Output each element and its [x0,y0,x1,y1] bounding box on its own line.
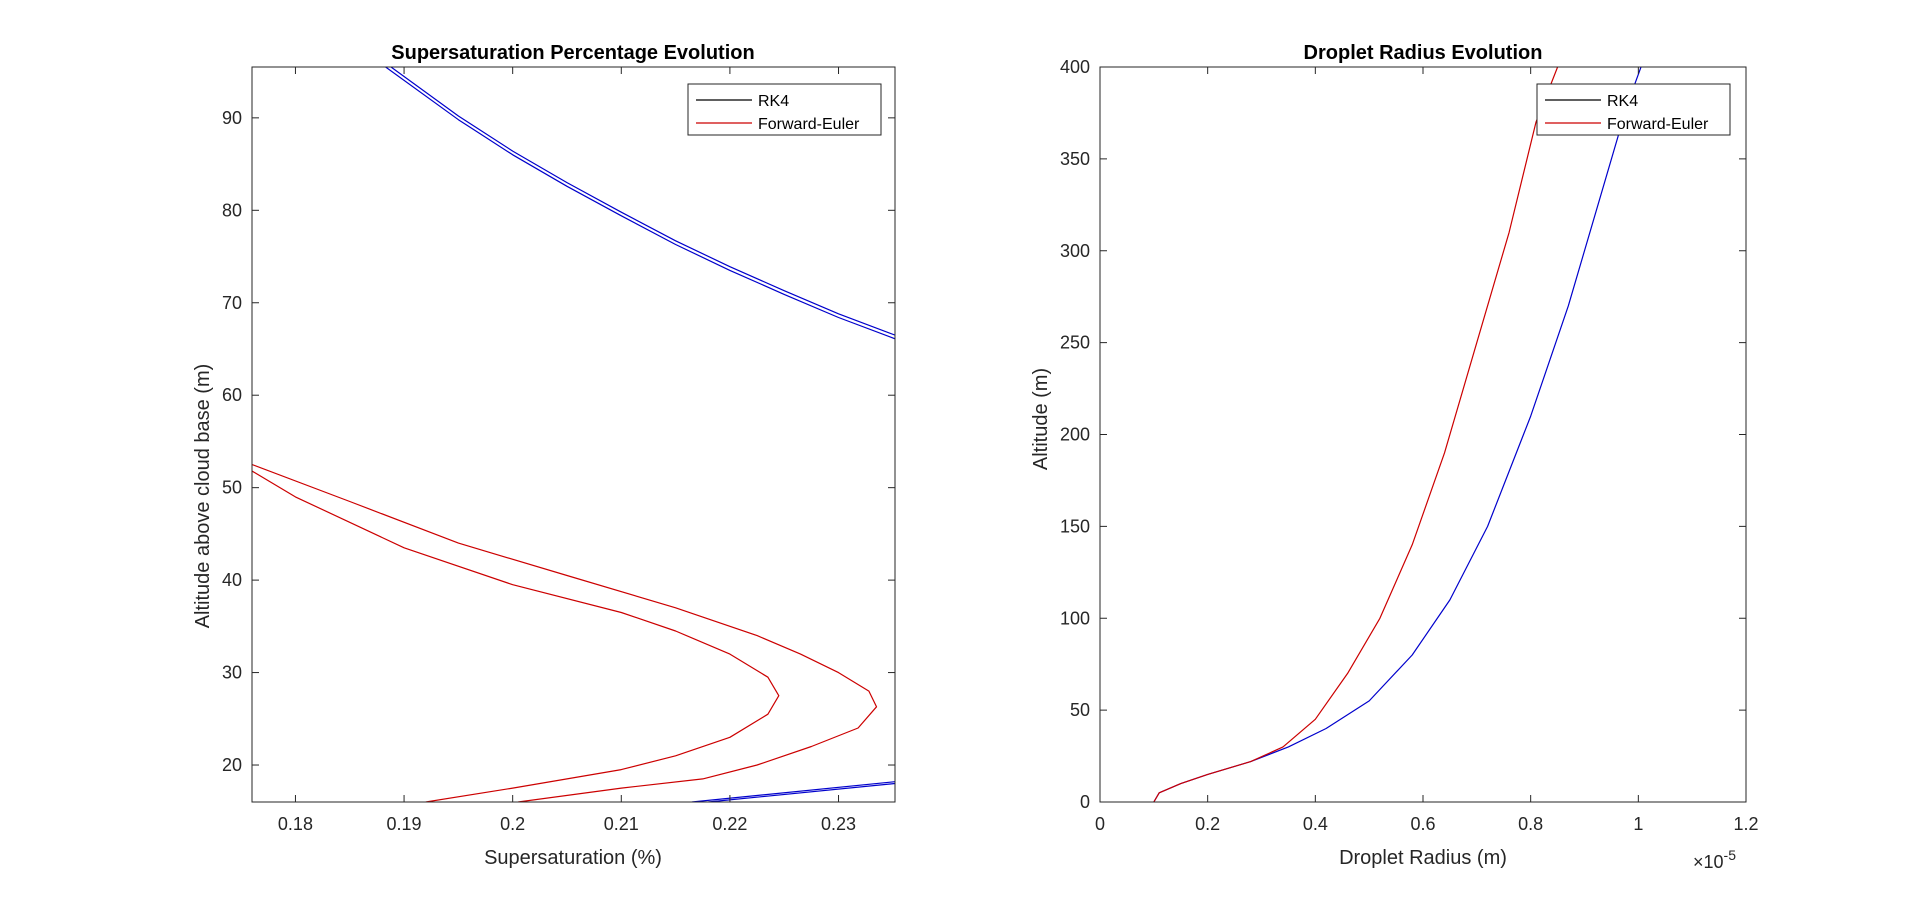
y-tick-label: 50 [1070,700,1090,720]
y-tick-label: 50 [222,478,242,498]
chart-title: Droplet Radius Evolution [1304,42,1543,64]
legend-label-forward-euler: Forward-Euler [1607,116,1709,133]
droplet-radius-axes: Droplet Radius Evolution RK4 Forward-Eul… [1030,42,1759,872]
x-tick-label: 0.6 [1410,814,1435,834]
x-tick-label: 0.23 [821,814,856,834]
x-tick-label: 1.2 [1733,814,1758,834]
x-axis-label: Droplet Radius (m) [1339,847,1507,869]
legend: RK4 Forward-Euler [687,83,882,136]
x-axis-exponent-power: -5 [1724,847,1737,863]
y-tick-label: 90 [222,108,242,128]
x-tick-label: 0.2 [500,814,525,834]
y-ticks: 0 50 100 150 200 250 300 350 400 [1060,57,1746,812]
supersaturation-axes: Supersaturation Percentage Evolution RK4… [192,42,896,869]
y-tick-label: 30 [222,663,242,683]
legend-label-rk4: RK4 [1607,93,1638,110]
x-ticks: 0 0.2 0.4 0.6 0.8 1 1.2 [1095,67,1759,834]
chart-title: Supersaturation Percentage Evolution [391,42,754,64]
legend-label-rk4: RK4 [758,93,789,110]
x-tick-label: 0.19 [387,814,422,834]
x-axis-exponent-base: ×10 [1693,852,1724,872]
y-tick-label: 100 [1060,608,1090,628]
x-tick-label: 0.21 [604,814,639,834]
x-ticks: 0.18 0.19 0.2 0.21 0.22 0.23 [278,67,856,834]
series-group [252,67,895,802]
x-tick-label: 0.18 [278,814,313,834]
x-tick-label: 0.4 [1303,814,1328,834]
series-group [1153,67,1642,802]
y-tick-label: 300 [1060,241,1090,261]
x-tick-label: 1 [1633,814,1643,834]
axes-frame [251,66,896,803]
series-line-1 [1153,67,1559,802]
axes-frame [1099,66,1747,803]
series-line-0 [385,67,895,340]
series-line-4 [252,470,780,802]
x-tick-label: 0.22 [712,814,747,834]
y-tick-label: 350 [1060,149,1090,169]
y-tick-label: 200 [1060,425,1090,445]
plot-area [1099,66,1747,803]
series-line-5 [252,463,878,802]
y-tick-label: 40 [222,570,242,590]
legend-box [687,83,882,136]
y-tick-label: 400 [1060,57,1090,77]
x-tick-label: 0.2 [1195,814,1220,834]
y-tick-label: 0 [1080,792,1090,812]
x-axis-exponent: ×10-5 [1693,847,1736,872]
y-ticks: 20 30 40 50 60 70 80 90 [222,108,895,775]
legend-label-forward-euler: Forward-Euler [758,116,860,133]
x-axis-label: Supersaturation (%) [484,847,662,869]
series-line-0 [1153,67,1642,802]
y-tick-label: 80 [222,200,242,220]
y-tick-label: 150 [1060,516,1090,536]
y-axis-label: Altitude (m) [1030,368,1052,470]
legend: RK4 Forward-Euler [1536,83,1731,136]
y-axis-label: Altitude above cloud base (m) [192,364,214,629]
y-tick-label: 60 [222,385,242,405]
y-tick-label: 70 [222,293,242,313]
y-tick-label: 20 [222,755,242,775]
plot-area [251,66,896,803]
series-line-2 [691,781,895,802]
series-line-1 [390,67,895,336]
legend-box [1536,83,1731,136]
y-tick-label: 250 [1060,333,1090,353]
x-tick-label: 0.8 [1518,814,1543,834]
x-tick-label: 0 [1095,814,1105,834]
series-line-3 [708,782,895,802]
